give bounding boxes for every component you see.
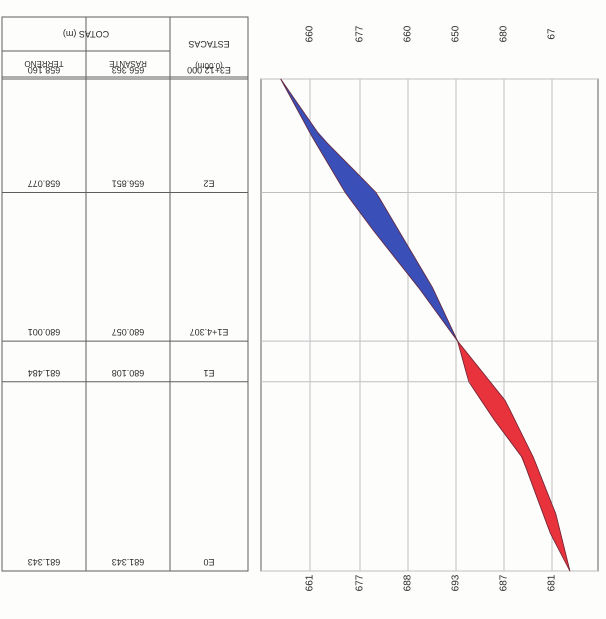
tick-label-4: 677 [355,25,366,42]
estacas-header: ESTACAS [188,39,229,49]
tick-label-1: 687 [499,574,510,591]
tick-label-4: 677 [355,574,366,591]
station-label: E2 [203,179,214,189]
station-label: E1+4.307 [190,327,229,337]
grid [261,78,598,572]
rasante-value: 681.343 [112,557,145,567]
tick-label-3: 660 [403,25,414,42]
rasante-header: RASANTE [109,59,147,68]
tick-label-0: 67 [547,28,558,40]
tick-label-0: 681 [547,574,558,591]
tick-label-3: 688 [403,574,414,591]
scale-label: (0.00m) [195,61,223,70]
terrain-line [280,78,571,572]
top-tick-labels: 67 680 650 660 677 660 [305,25,558,42]
terreno-value: 681.484 [28,368,61,378]
station-label: E0 [203,557,214,567]
fill-area [280,78,458,342]
rasante-value: 656.363 [112,65,145,75]
tick-label-2: 650 [451,25,462,42]
cut-area [457,340,571,572]
rasante-value: 680.108 [112,368,145,378]
tick-label-2: 693 [451,574,462,591]
rasante-value: 680.057 [112,327,145,337]
tick-label-1: 680 [499,25,510,42]
cotas-header: COTAS (m) [63,29,109,39]
rasante-value: 656.851 [112,179,145,189]
tick-label-5: 661 [305,574,316,591]
station-label: E1 [203,368,214,378]
table-frame [1,16,249,572]
data-table: E0 681.343 681.343 E1 680.108 681.484 E1+4.307… [1,16,249,572]
terreno-value: 658.160 [28,65,61,75]
grade-line [280,78,571,572]
bottom-tick-labels: 681 687 693 688 677 661 [305,574,558,591]
profile-marks [280,78,571,572]
rotated-content: 681 687 693 688 677 661 67 680 650 660 677 660 E0 6… [1,16,599,591]
terreno-value: 680.001 [28,327,61,337]
station-label: E3+12.000 [187,65,231,75]
tick-label-5: 660 [305,25,316,42]
terreno-value: 681.343 [28,557,61,567]
terreno-header: TERRENO [24,59,63,68]
terreno-value: 658.077 [28,179,61,189]
